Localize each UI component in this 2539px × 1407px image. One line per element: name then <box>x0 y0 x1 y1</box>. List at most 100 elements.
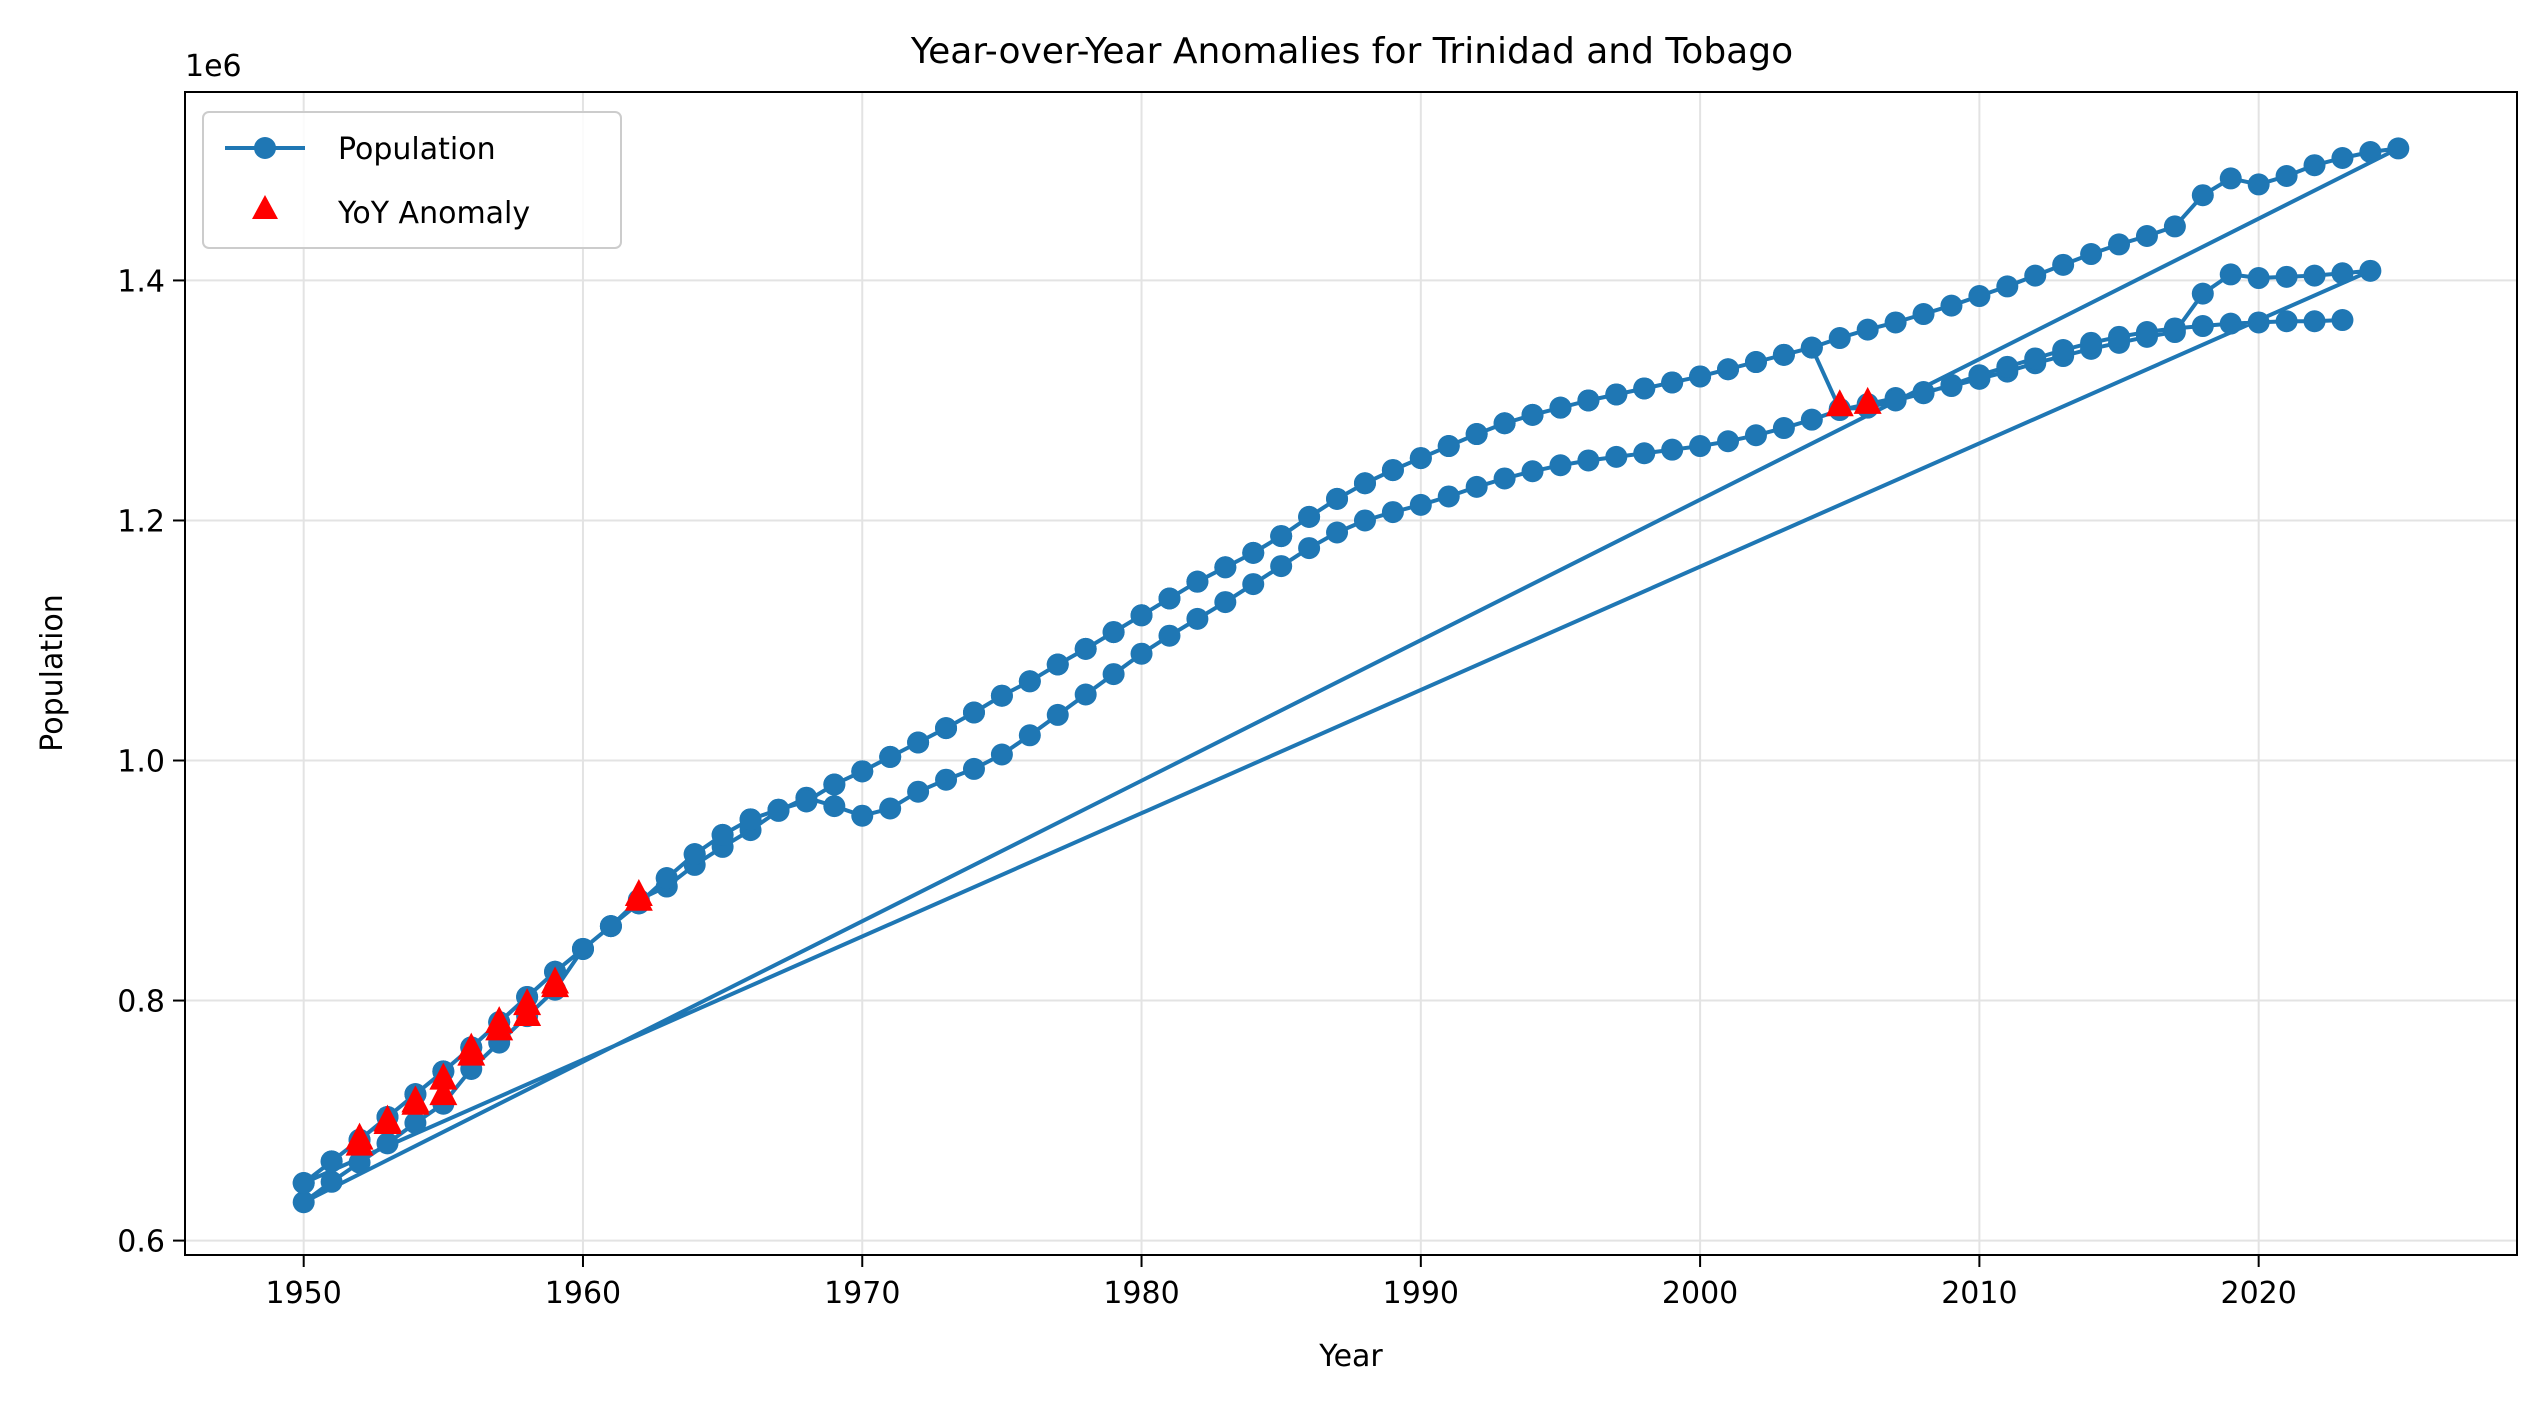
series-layer <box>292 137 2410 1214</box>
population-point <box>1800 336 1823 359</box>
anomaly-layer <box>345 386 1882 1156</box>
population-point <box>907 780 930 803</box>
population-point <box>1186 570 1209 593</box>
population-point <box>1828 327 1851 350</box>
anomaly-point <box>1853 386 1882 414</box>
population-point <box>1968 364 1991 387</box>
population-point <box>711 823 734 846</box>
population-point <box>1298 537 1321 560</box>
population-point <box>1353 509 1376 532</box>
anomaly-point <box>1825 389 1854 417</box>
grid <box>185 92 2517 1255</box>
population-point <box>1521 403 1544 426</box>
population-point <box>2052 339 2075 362</box>
population-point <box>2331 309 2354 332</box>
population-point <box>1800 408 1823 431</box>
chart-title: Year-over-Year Anomalies for Trinidad an… <box>910 31 1793 72</box>
x-tick-label: 1970 <box>824 1276 900 1311</box>
population-point <box>1605 383 1628 406</box>
population-point <box>1242 541 1265 564</box>
population-point <box>1661 371 1684 394</box>
population-point <box>795 790 818 813</box>
population-point <box>1465 423 1488 446</box>
population-point <box>2275 265 2298 288</box>
population-point <box>320 1150 343 1173</box>
y-tick-label: 1.2 <box>117 504 165 539</box>
y-axis-offset-label: 1e6 <box>185 49 242 84</box>
x-tick-label: 2020 <box>2220 1276 2296 1311</box>
population-point <box>1549 396 1572 419</box>
population-point <box>851 760 874 783</box>
population-point <box>2135 225 2158 248</box>
population-point <box>1130 604 1153 627</box>
population-point <box>1940 373 1963 396</box>
x-axis: 1950 1960 1970 1980 1990 2000 2010 2020 <box>266 1255 2297 1311</box>
population-point <box>2219 312 2242 335</box>
population-point <box>879 797 902 820</box>
legend-circle-marker <box>254 137 276 159</box>
population-point <box>2080 243 2103 266</box>
population-point <box>2275 165 2298 188</box>
population-series-line <box>301 146 2401 1205</box>
anomaly-point <box>513 998 542 1026</box>
population-point <box>1242 573 1265 596</box>
x-tick-label: 2000 <box>1662 1276 1738 1311</box>
legend-label-population: Population <box>338 132 496 167</box>
legend-box <box>202 111 622 249</box>
population-point <box>962 757 985 780</box>
population-point <box>767 798 790 821</box>
population-point <box>1074 683 1097 706</box>
population-point <box>1493 467 1516 490</box>
population-point <box>655 867 678 890</box>
population-point <box>1381 459 1404 482</box>
anomaly-point <box>429 1078 458 1106</box>
population-point <box>1158 624 1181 647</box>
population-point <box>1689 365 1712 388</box>
anomaly-point <box>457 1032 486 1060</box>
population-point <box>2080 331 2103 354</box>
population-point <box>1409 493 1432 516</box>
population-point <box>1409 447 1432 470</box>
legend-triangle-marker <box>252 195 278 219</box>
population-point <box>1214 591 1237 614</box>
population-point <box>1549 454 1572 477</box>
population-point <box>2024 264 2047 287</box>
anomaly-point <box>401 1087 430 1115</box>
population-point <box>2303 310 2326 333</box>
population-point <box>1158 587 1181 610</box>
population-point <box>879 745 902 768</box>
population-point <box>1437 485 1460 508</box>
population-point <box>823 773 846 796</box>
population-point <box>739 808 762 831</box>
population-point <box>990 684 1013 707</box>
y-tick-label: 0.6 <box>117 1225 165 1260</box>
population-point <box>1074 637 1097 660</box>
population-point <box>1996 275 2019 298</box>
population-point <box>376 1132 399 1155</box>
population-point <box>2247 267 2270 290</box>
population-point <box>2163 317 2186 340</box>
population-point <box>1270 525 1293 548</box>
population-point <box>2219 263 2242 286</box>
population-point <box>1577 449 1600 472</box>
population-point <box>2247 311 2270 334</box>
population-point <box>2219 167 2242 190</box>
population-point <box>1940 294 1963 317</box>
population-point <box>1046 703 1069 726</box>
population-point <box>1521 460 1544 483</box>
population-point <box>907 731 930 754</box>
population-point <box>2303 264 2326 287</box>
population-point <box>2275 310 2298 333</box>
population-point <box>2303 154 2326 177</box>
population-point <box>2387 137 2410 160</box>
population-point <box>683 843 706 866</box>
population-point <box>1717 430 1740 453</box>
population-point <box>2191 184 2214 207</box>
population-point <box>990 743 1013 766</box>
population-point <box>1661 438 1684 461</box>
population-point <box>1884 311 1907 334</box>
population-point <box>348 1151 371 1174</box>
population-point <box>2191 315 2214 338</box>
population-point <box>2108 233 2131 256</box>
